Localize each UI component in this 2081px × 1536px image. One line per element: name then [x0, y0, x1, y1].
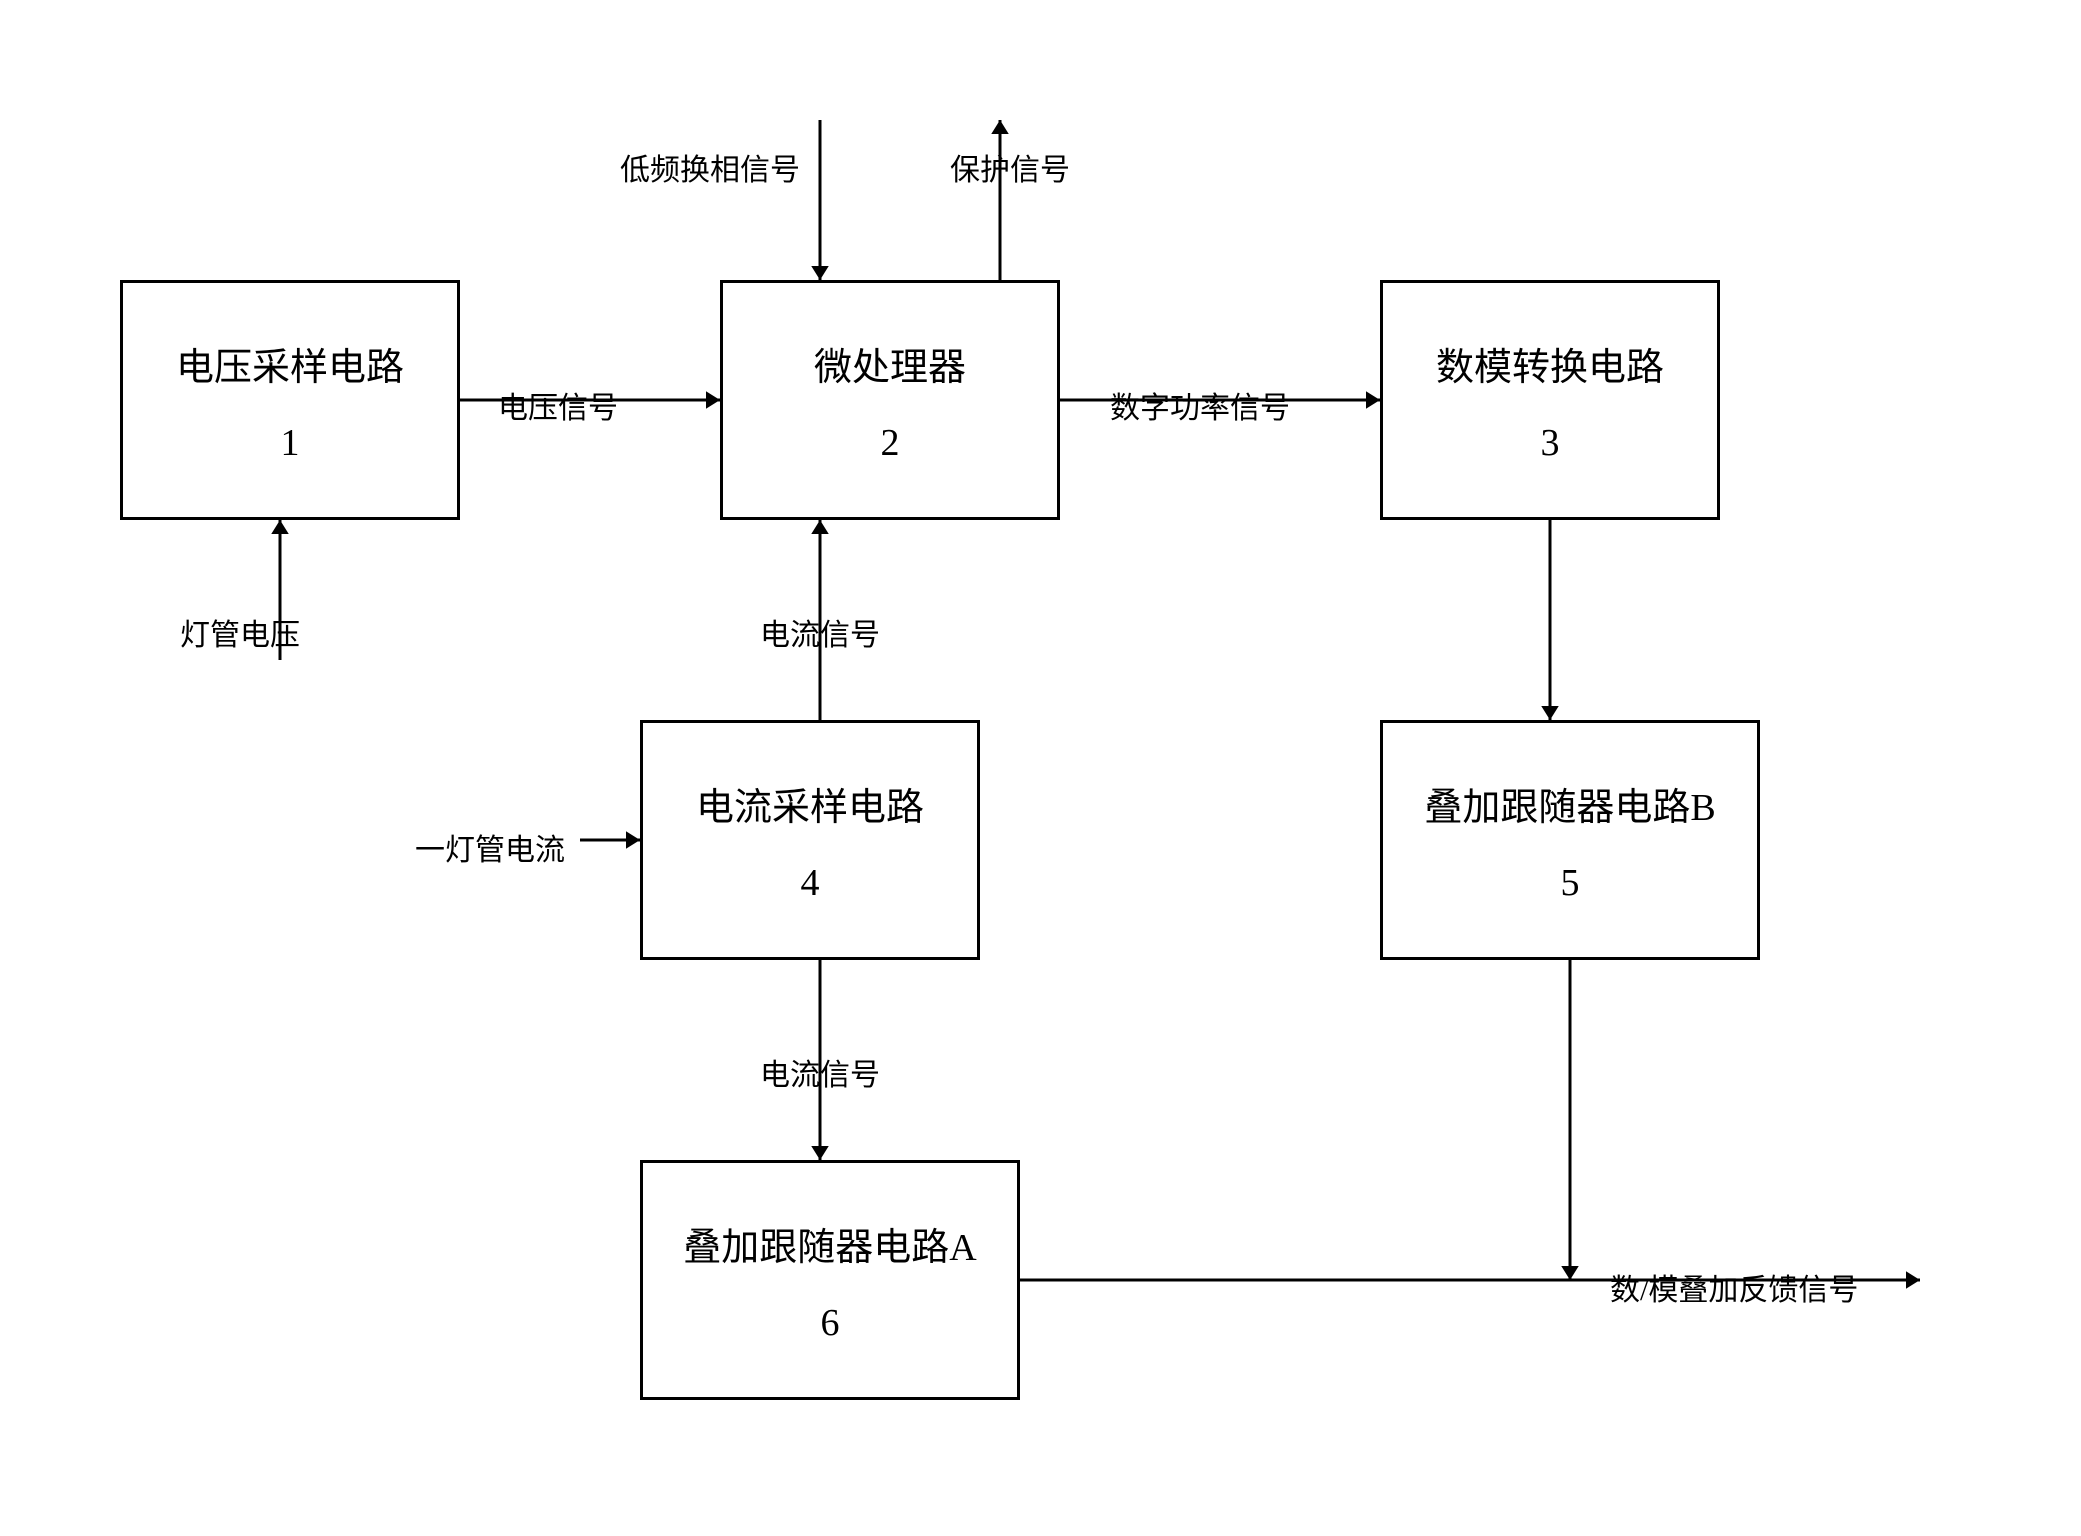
arrowhead-icon — [1366, 391, 1380, 409]
block-number: 5 — [1561, 861, 1580, 905]
arrowhead-icon — [271, 520, 289, 534]
block-number: 1 — [281, 421, 300, 465]
arrowhead-icon — [626, 831, 640, 849]
block-title: 叠加跟随器电路B — [1424, 776, 1715, 831]
block-title: 叠加跟随器电路A — [683, 1216, 976, 1271]
edge-label-e4: 低频换相信号 — [620, 145, 800, 189]
edge-label-e2: 数字功率信号 — [1110, 383, 1290, 427]
edge-label-e7: 一灯管电流 — [415, 825, 565, 869]
block-number: 4 — [801, 861, 820, 905]
block-block1: 电压采样电路 1 — [120, 280, 460, 520]
arrowhead-icon — [1561, 1266, 1579, 1280]
edge-label-e1: 电压信号 — [498, 383, 618, 427]
block-number: 3 — [1541, 421, 1560, 465]
block-number: 2 — [881, 421, 900, 465]
edge-label-e5: 保护信号 — [950, 145, 1070, 189]
edge-label-e3: 灯管电压 — [180, 610, 300, 654]
edge-label-e9: 电流信号 — [760, 1050, 880, 1094]
block-block6: 叠加跟随器电路A 6 — [640, 1160, 1020, 1400]
block-title: 数模转换电路 — [1436, 336, 1664, 391]
arrowhead-icon — [811, 266, 829, 280]
edge-label-e6: 电流信号 — [760, 610, 880, 654]
arrowhead-icon — [811, 520, 829, 534]
block-title: 微处理器 — [814, 336, 966, 391]
block-block2: 微处理器 2 — [720, 280, 1060, 520]
arrowhead-icon — [1541, 706, 1559, 720]
block-block4: 电流采样电路 4 — [640, 720, 980, 960]
arrowhead-icon — [706, 391, 720, 409]
block-number: 6 — [821, 1301, 840, 1345]
block-diagram: 电压采样电路1微处理器2数模转换电路3电流采样电路4叠加跟随器电路B5叠加跟随器… — [0, 0, 2081, 1536]
arrowhead-icon — [991, 120, 1009, 134]
arrowhead-icon — [1906, 1271, 1920, 1289]
block-block3: 数模转换电路 3 — [1380, 280, 1720, 520]
block-title: 电压采样电路 — [176, 336, 404, 391]
arrowhead-icon — [811, 1146, 829, 1160]
edge-label-e11: 数/模叠加反馈信号 — [1610, 1265, 1858, 1309]
block-block5: 叠加跟随器电路B 5 — [1380, 720, 1760, 960]
block-title: 电流采样电路 — [696, 776, 924, 831]
